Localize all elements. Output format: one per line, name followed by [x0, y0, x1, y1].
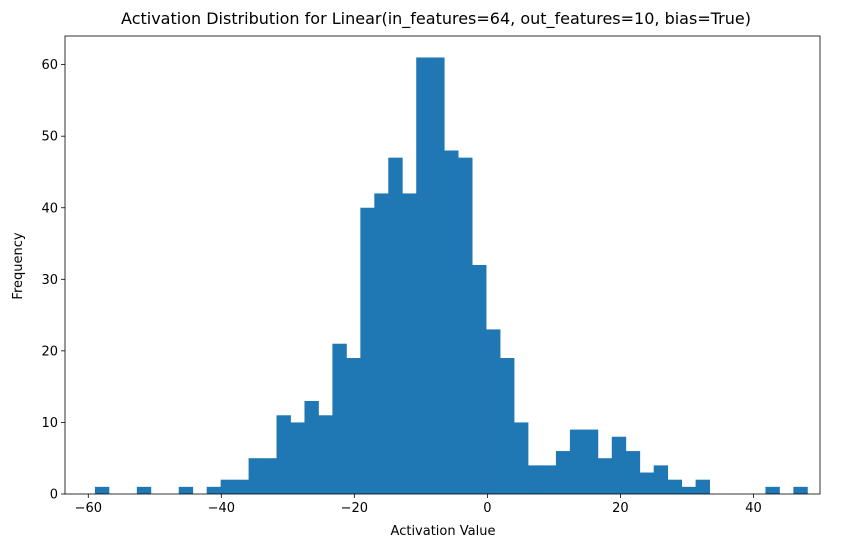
y-tick-label: 0	[50, 488, 58, 503]
histogram-bar	[527, 465, 543, 495]
x-tick-label: −40	[208, 501, 235, 516]
histogram-bar	[625, 451, 641, 494]
histogram-bar	[416, 57, 431, 494]
x-axis-title: Activation Value	[391, 524, 496, 539]
histogram-bar	[541, 465, 557, 495]
histogram-bar	[332, 343, 347, 494]
histogram-bar	[388, 157, 403, 494]
x-tick-label: −20	[341, 501, 368, 516]
histogram-bar	[276, 415, 291, 494]
x-tick-label: 20	[612, 501, 629, 516]
histogram-bar	[681, 486, 697, 494]
histogram-bar	[444, 150, 459, 494]
y-tick-label: 50	[41, 130, 58, 145]
histogram-bar	[234, 479, 249, 494]
histogram-bar	[611, 436, 627, 494]
histogram-bar	[136, 486, 152, 494]
histogram-bar	[793, 486, 808, 494]
x-tick-label: 0	[483, 501, 491, 516]
histogram-bar	[472, 265, 487, 494]
x-axis: −60 −40 −20 0 20 40	[75, 494, 762, 516]
histogram-bar	[555, 451, 571, 494]
histogram-bar	[667, 479, 683, 494]
histogram-bar	[220, 479, 236, 494]
histogram-bar	[290, 422, 305, 494]
x-tick-label: 40	[745, 501, 762, 516]
y-tick-label: 10	[41, 416, 58, 431]
histogram-bar	[695, 479, 710, 494]
histogram-bar	[653, 465, 669, 495]
y-axis: 0 10 20 30 40 50 60	[41, 58, 65, 503]
histogram-bar	[458, 157, 473, 494]
histogram-bar	[318, 415, 333, 494]
histogram-bar	[639, 472, 655, 494]
histogram-bar	[597, 458, 613, 494]
chart-title: Activation Distribution for Linear(in_fe…	[121, 9, 751, 29]
histogram-bars	[94, 57, 808, 495]
y-axis-title: Frequency	[11, 232, 26, 299]
histogram-bar	[765, 486, 780, 494]
histogram-bar	[206, 486, 222, 494]
histogram-bar	[248, 458, 263, 494]
histogram-bar	[304, 400, 319, 494]
histogram-bar	[583, 429, 599, 494]
plot-frame	[64, 35, 821, 495]
histogram-bar	[486, 329, 501, 494]
y-tick-label: 30	[41, 273, 58, 288]
y-tick-label: 20	[41, 344, 58, 359]
y-tick-label: 60	[41, 58, 58, 73]
histogram-bar	[402, 193, 417, 494]
histogram-bar	[569, 429, 585, 494]
histogram-bar	[514, 422, 529, 494]
histogram-bar	[178, 486, 194, 494]
histogram-bar	[360, 207, 375, 494]
y-tick-label: 40	[41, 201, 58, 216]
histogram-bar	[430, 57, 445, 494]
x-tick-label: −60	[75, 501, 102, 516]
histogram-bar	[262, 458, 277, 494]
histogram-bar	[374, 193, 389, 494]
histogram-bar	[94, 486, 110, 494]
histogram-bar	[500, 358, 515, 494]
histogram-bar	[346, 358, 361, 494]
